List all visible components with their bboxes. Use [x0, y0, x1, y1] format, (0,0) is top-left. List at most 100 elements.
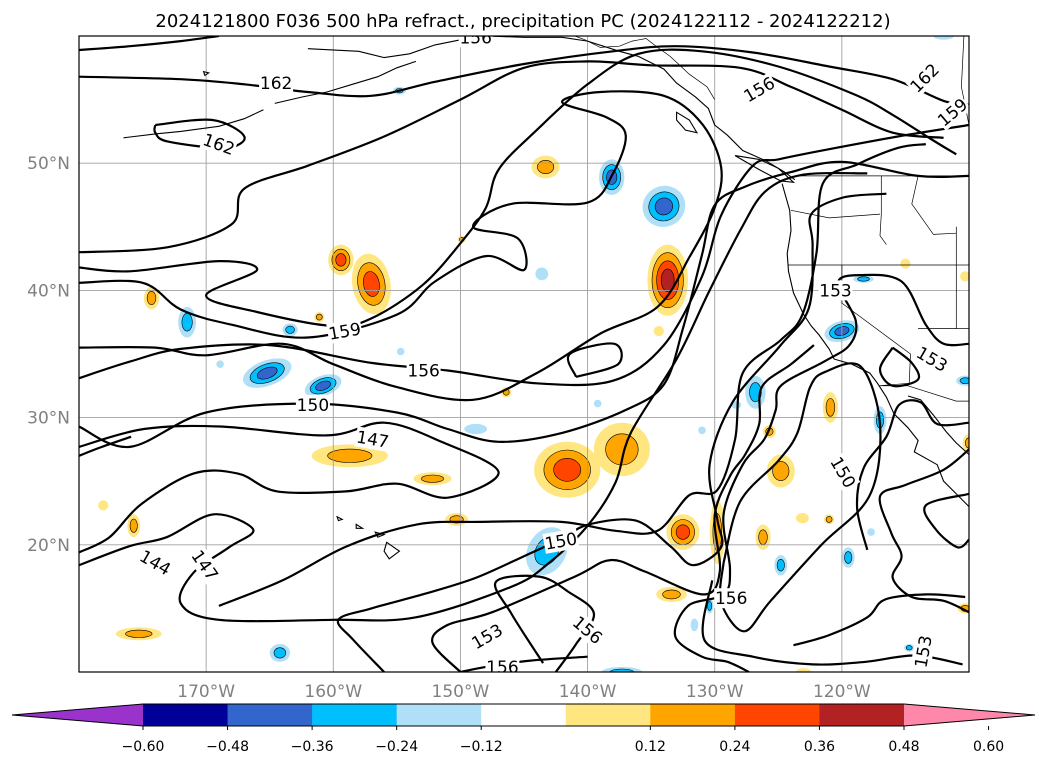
contour-label: 156: [485, 656, 520, 678]
precip-cell: [853, 275, 874, 283]
precip-level: [772, 461, 790, 481]
precip-level: [335, 253, 347, 267]
contour-label-gap: [542, 528, 580, 554]
precip-level: [933, 36, 954, 40]
contour-label-gap: [739, 72, 779, 107]
contour-label-gap: [467, 619, 507, 654]
precip-cell: [824, 514, 835, 525]
contour-line: [336, 192, 887, 672]
precip-level: [553, 457, 582, 482]
contour-label-gap: [714, 588, 749, 609]
precip-cell: [593, 399, 602, 408]
precip-cell: [314, 312, 325, 323]
precip-cell: [962, 434, 969, 452]
precip-level: [609, 668, 635, 672]
precip-level: [285, 325, 295, 334]
contour-line: [718, 362, 882, 633]
colorbar-tick-label: 0.24: [719, 739, 750, 755]
precip-cell: [534, 441, 601, 498]
precip-cell: [766, 454, 795, 488]
precip-level: [396, 347, 405, 356]
contour-label: 156: [714, 588, 749, 609]
contour-label: 153: [818, 280, 853, 301]
colorbar-segment: [396, 704, 482, 726]
contour-label-gap: [825, 452, 861, 493]
lat-tick-label: 50°N: [27, 154, 70, 174]
contour-label-gap: [259, 73, 294, 94]
contour-label-text: 150: [297, 396, 329, 416]
refractivity-contours: [79, 36, 969, 672]
precip-cell: [601, 666, 643, 672]
precip-cell: [413, 472, 452, 486]
colorbar-tick-label: −0.12: [460, 739, 503, 755]
colorbar-extend-high: [904, 704, 1035, 726]
precip-cell: [115, 627, 162, 641]
contour-label-gap: [199, 128, 239, 160]
page-title: 2024121800 F036 500 hPa refract., precip…: [155, 11, 890, 32]
precip-cell: [822, 392, 838, 423]
precip-cell: [731, 401, 742, 409]
precip-level: [825, 516, 833, 523]
contour-label-text: 156: [486, 658, 518, 678]
border-line: [574, 36, 716, 100]
contour-label: 156: [458, 28, 493, 48]
precip-cell: [642, 185, 686, 228]
contour-label-gap: [568, 611, 608, 649]
precip-cell: [900, 258, 911, 269]
contour-label-gap: [186, 545, 223, 585]
precip-level: [327, 448, 373, 463]
colorbar-tick-label: −0.48: [206, 739, 249, 755]
precip-level: [315, 313, 323, 321]
precip-cell: [867, 528, 875, 536]
contour-line: [673, 273, 969, 672]
precip-level: [653, 326, 664, 337]
contour-line: [79, 45, 969, 106]
contour-label-gap: [910, 633, 937, 671]
precip-cell: [269, 644, 291, 662]
colorbar-tick-label: 0.48: [888, 739, 919, 755]
lon-tick-label: 150°W: [432, 682, 490, 702]
colorbar-segment: [312, 704, 398, 726]
contour-label-gap: [458, 36, 493, 48]
contour-label-gap: [135, 545, 176, 580]
precip-level: [960, 271, 969, 282]
precip-level: [273, 647, 287, 659]
precip-level: [315, 380, 331, 391]
precip-level: [98, 500, 109, 511]
precip-level: [965, 437, 969, 449]
precip-level: [844, 551, 853, 564]
precip-level: [654, 197, 674, 216]
contour-label-text: 153: [819, 281, 851, 301]
contour-line: [79, 60, 944, 254]
contour-line: [79, 123, 969, 387]
colorbar-segment: [819, 704, 905, 726]
colorbar-tick-label: 0.36: [804, 739, 835, 755]
contour-line: [923, 492, 969, 549]
colorbar: −0.60 −0.48 −0.36 −0.24 −0.12 0.12 0.24 0.36 0.4…: [11, 703, 1036, 755]
colorbar-segment: [650, 704, 736, 726]
coastline: [485, 36, 796, 181]
precip-level: [675, 524, 691, 540]
axis-ticks: 170°W 160°W 150°W 140°W 130°W 120°W 20°N 30°N 40…: [27, 154, 871, 702]
precip-cell: [666, 514, 700, 550]
precip-cell: [933, 36, 954, 40]
precip-level: [146, 291, 157, 305]
precip-level: [535, 267, 549, 281]
precip-level: [857, 276, 870, 282]
precip-cell: [445, 513, 468, 526]
contour-line: [79, 435, 132, 457]
contour-line: [493, 574, 596, 672]
colorbar-extend-low: [12, 704, 143, 726]
contour-label-gap: [818, 280, 853, 301]
precip-level: [129, 518, 138, 533]
precip-level: [758, 529, 768, 545]
contour-line: [79, 160, 969, 449]
lat-tick-label: 20°N: [27, 536, 70, 556]
contour-line: [793, 593, 966, 647]
precip-level: [796, 668, 812, 672]
contour-label-text: 156: [459, 28, 491, 48]
border-line: [790, 209, 881, 219]
coastline: [734, 155, 796, 184]
contour-label-gap: [406, 360, 441, 381]
